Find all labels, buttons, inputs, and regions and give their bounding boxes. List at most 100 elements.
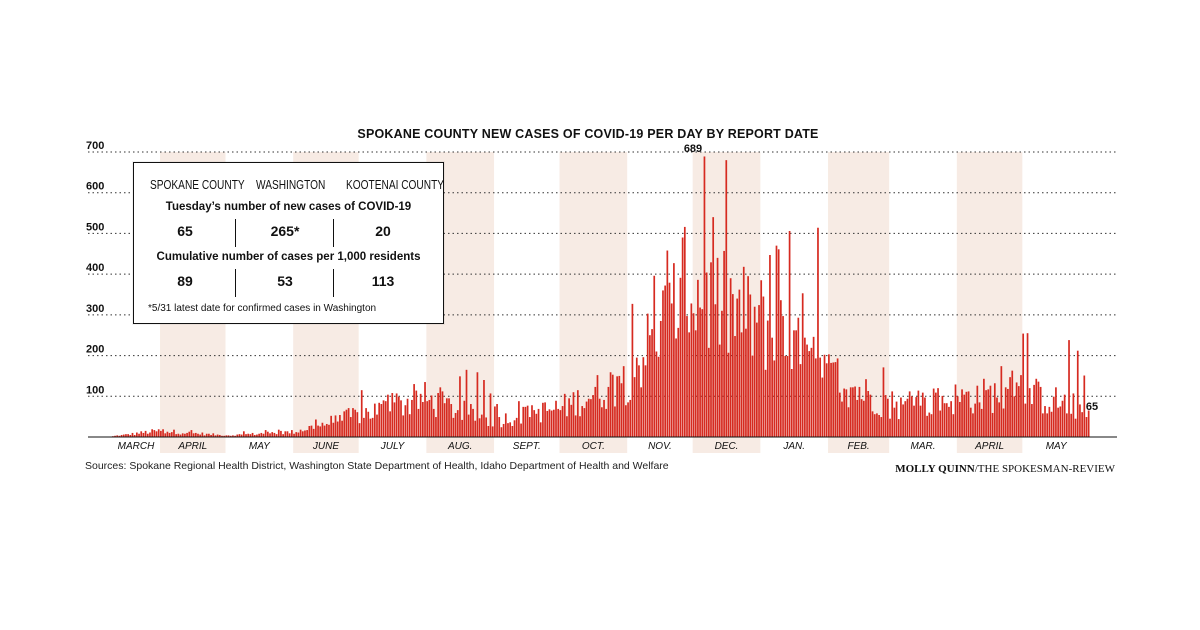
bar: [411, 399, 413, 437]
bar: [450, 404, 453, 437]
bar: [747, 276, 749, 437]
bar: [769, 255, 771, 437]
bar: [638, 365, 640, 437]
bar: [511, 426, 514, 437]
bar: [869, 394, 872, 437]
bar: [904, 401, 907, 437]
bar: [341, 420, 343, 437]
bar: [380, 404, 383, 437]
bar: [373, 403, 376, 437]
bar: [601, 407, 603, 437]
bar: [371, 417, 374, 437]
bar: [771, 337, 773, 437]
bar: [334, 415, 337, 437]
bar: [980, 408, 983, 437]
bar: [208, 433, 210, 437]
bar: [882, 367, 885, 437]
bar: [773, 360, 776, 437]
latest-label: 65: [1086, 401, 1098, 413]
stats-box: SPOKANE COUNTY WASHINGTON KOOTENAI COUNT…: [133, 162, 444, 324]
bar: [701, 309, 704, 437]
bar: [1000, 366, 1003, 437]
bar: [1007, 388, 1009, 437]
bar: [969, 407, 972, 437]
bar: [563, 393, 566, 437]
bar: [723, 250, 725, 437]
credit-outlet: /THE SPOKESMAN-REVIEW: [975, 463, 1116, 475]
bar: [1044, 406, 1046, 437]
bar: [607, 386, 610, 437]
bar: [725, 160, 728, 437]
bar: [828, 354, 830, 437]
bar: [1026, 333, 1029, 437]
bar: [454, 412, 457, 437]
column-washington: WASHINGTON: [256, 177, 326, 192]
bar: [234, 435, 236, 437]
cumulative-spokane: 89: [177, 273, 193, 289]
bar: [1061, 400, 1064, 437]
column-kootenai-county: KOOTENAI COUNTY: [346, 177, 445, 192]
bar: [865, 379, 867, 437]
bar: [594, 386, 597, 437]
x-tick-label: APRIL: [177, 441, 207, 452]
bar: [926, 415, 928, 437]
bar: [465, 369, 468, 437]
x-tick-label: APRIL: [974, 441, 1004, 452]
bar: [1083, 375, 1086, 437]
bar: [699, 307, 701, 437]
bar: [487, 426, 490, 437]
bar: [670, 303, 673, 437]
bar: [288, 433, 291, 437]
bar: [280, 430, 282, 437]
bar: [435, 417, 437, 437]
bar: [336, 421, 339, 437]
bar: [784, 355, 787, 437]
bar: [114, 435, 116, 437]
bar: [260, 432, 263, 437]
bar: [640, 387, 642, 437]
bar: [306, 430, 308, 437]
bar: [199, 434, 202, 437]
bar: [166, 431, 169, 437]
bar: [712, 217, 715, 437]
bar: [917, 390, 920, 437]
bars: [112, 156, 1090, 437]
bar: [330, 415, 333, 437]
credit-name: MOLLY QUINN: [895, 463, 975, 475]
bar: [369, 418, 372, 437]
bar: [655, 351, 658, 437]
bar: [249, 434, 252, 437]
bar: [570, 404, 573, 437]
bar: [1039, 386, 1042, 437]
bar: [216, 434, 219, 437]
bar: [520, 423, 522, 437]
bar: [1057, 407, 1059, 437]
stats-footnote: *5/31 latest date for confirmed cases in…: [148, 303, 377, 314]
bar: [668, 282, 671, 437]
bar: [502, 423, 505, 437]
bar: [780, 300, 782, 437]
bar: [830, 362, 832, 437]
bar: [620, 383, 623, 437]
bar: [181, 433, 184, 437]
bar: [384, 401, 387, 437]
bar: [397, 396, 400, 437]
bar: [518, 401, 520, 437]
bar: [644, 365, 647, 437]
bar: [622, 366, 625, 437]
bar: [345, 409, 348, 437]
bar: [358, 423, 361, 437]
bar: [533, 410, 536, 437]
bar: [692, 313, 695, 437]
bar: [557, 408, 560, 437]
bar: [153, 430, 156, 437]
bar: [190, 430, 193, 437]
bar: [1046, 413, 1049, 437]
bar: [941, 395, 944, 437]
new-cases-spokane: 65: [177, 223, 193, 239]
bar: [821, 377, 824, 437]
credit-line: MOLLY QUINN/THE SPOKESMAN-REVIEW: [895, 463, 1115, 475]
bar: [271, 432, 274, 437]
bar: [690, 303, 693, 437]
bar: [618, 375, 621, 437]
